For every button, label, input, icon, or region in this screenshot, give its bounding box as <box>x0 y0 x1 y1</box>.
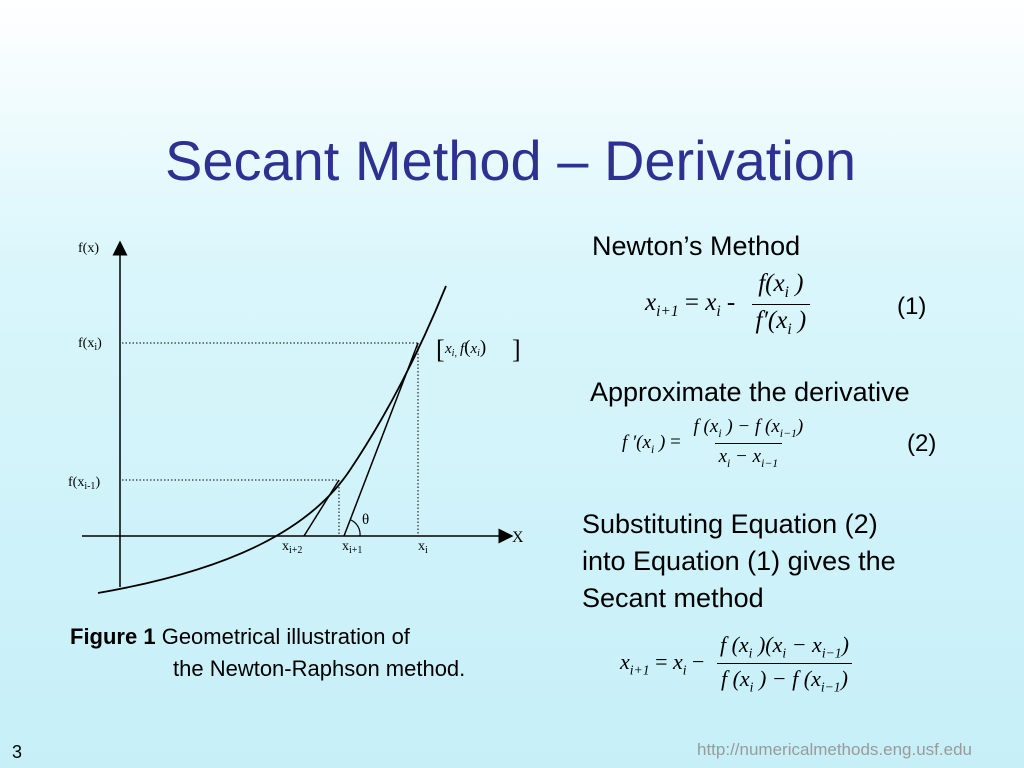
substitution-text: Substituting Equation (2) into Equation … <box>582 506 896 617</box>
fxim1-label: f(xi-1) <box>68 475 100 492</box>
tangent-line <box>343 342 419 537</box>
caption-bold: Figure 1 <box>70 624 156 649</box>
subst-line-3: Secant method <box>582 583 764 613</box>
equation-2: f ′(xi ) = f (xi ) − f (xi−1) xi − xi−1 <box>622 416 804 470</box>
xi1-label: xi+1 <box>342 539 362 556</box>
newton-heading: Newton’s Method <box>592 231 801 261</box>
x-axis-label: X <box>512 529 524 546</box>
subst-line-1: Substituting Equation (2) <box>582 509 878 539</box>
subst-line-2: into Equation (1) gives the <box>582 546 896 576</box>
page-number: 3 <box>12 742 23 762</box>
xi-label: xi <box>418 539 428 556</box>
theta-arc <box>350 519 361 537</box>
equation-1: xi+1 = xi - f(xi ) f′(xi ) <box>645 270 811 339</box>
fxi-label: f(xi) <box>78 336 102 353</box>
y-axis-label: f(x) <box>78 241 99 256</box>
secant-equation: xi+1 = xi − f (xi )(xi − xi−1) f (xi ) −… <box>620 632 853 696</box>
caption-line-1: Geometrical illustration of <box>161 624 410 649</box>
caption-line-2: the Newton-Raphson method. <box>173 656 466 681</box>
approx-heading: Approximate the derivative <box>590 377 910 407</box>
function-curve <box>97 285 447 594</box>
secant-line <box>303 479 340 537</box>
equation-2-number: (2) <box>907 430 937 457</box>
theta-label: θ <box>362 512 369 528</box>
slide-title: Secant Method – Derivation <box>165 129 857 192</box>
point-bracket-left: [ <box>436 335 445 364</box>
equation-1-number: (1) <box>897 293 927 320</box>
xi2-label: xi+2 <box>282 539 302 556</box>
point-bracket-right: ] <box>512 335 521 364</box>
secant-figure: f(x) X f(xi) f(xi-1) xi+2 xi+1 xi θ [ xi… <box>68 240 524 594</box>
figure-caption: Figure 1 Geometrical illustration of <box>70 624 410 650</box>
point-label: xi, f(xi) <box>444 337 486 359</box>
footer-url[interactable]: http://numericalmethods.eng.usf.edu <box>697 740 972 759</box>
